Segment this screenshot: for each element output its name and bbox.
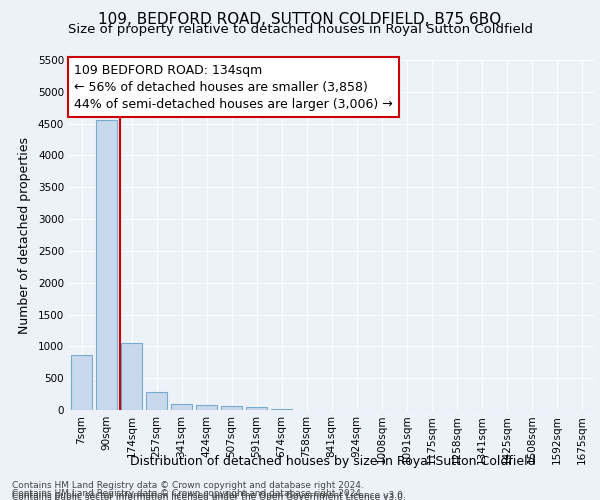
Text: 109 BEDFORD ROAD: 134sqm
← 56% of detached houses are smaller (3,858)
44% of sem: 109 BEDFORD ROAD: 134sqm ← 56% of detach… bbox=[74, 64, 393, 110]
Bar bbox=[121, 343, 142, 410]
Text: Size of property relative to detached houses in Royal Sutton Coldfield: Size of property relative to detached ho… bbox=[67, 22, 533, 36]
Bar bbox=[196, 405, 217, 410]
Bar bbox=[71, 354, 92, 410]
Text: Contains public sector information licensed under the Open Government Licence v3: Contains public sector information licen… bbox=[12, 491, 406, 500]
Text: 109, BEDFORD ROAD, SUTTON COLDFIELD, B75 6BQ: 109, BEDFORD ROAD, SUTTON COLDFIELD, B75… bbox=[98, 12, 502, 28]
Text: Contains HM Land Registry data © Crown copyright and database right 2024.
Contai: Contains HM Land Registry data © Crown c… bbox=[12, 481, 406, 500]
Bar bbox=[146, 392, 167, 410]
Text: Distribution of detached houses by size in Royal Sutton Coldfield: Distribution of detached houses by size … bbox=[130, 455, 536, 468]
Bar bbox=[171, 404, 192, 410]
Y-axis label: Number of detached properties: Number of detached properties bbox=[18, 136, 31, 334]
Bar bbox=[221, 406, 242, 410]
Bar bbox=[271, 408, 292, 410]
Bar bbox=[246, 407, 267, 410]
Bar bbox=[96, 120, 117, 410]
Text: Contains HM Land Registry data © Crown copyright and database right 2024.: Contains HM Land Registry data © Crown c… bbox=[12, 488, 364, 498]
